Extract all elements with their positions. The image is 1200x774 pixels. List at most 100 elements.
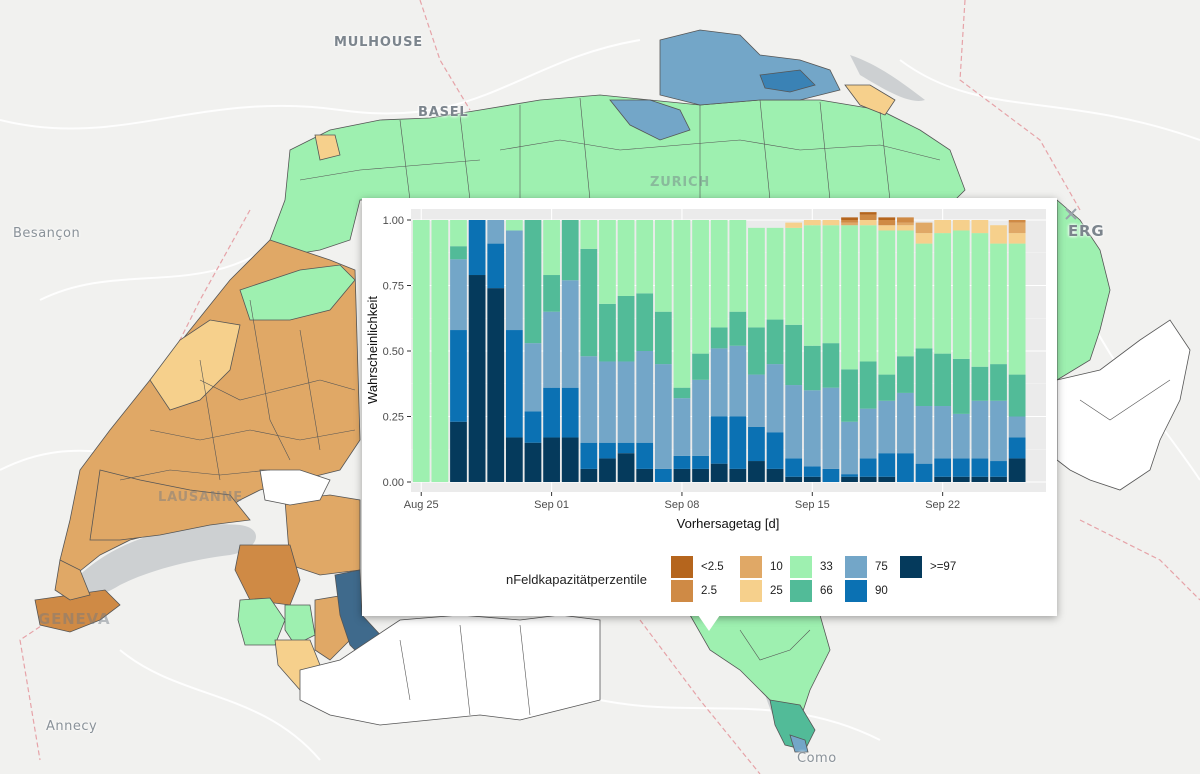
bar-segment <box>952 476 970 482</box>
bar-segment <box>897 217 914 223</box>
region-ticino-blue[interactable] <box>789 734 809 753</box>
bar-segment <box>505 437 523 482</box>
bar-segment <box>878 230 896 375</box>
region-white-south[interactable] <box>259 469 331 506</box>
bar-segment <box>822 343 840 388</box>
bar-segment <box>990 364 1007 401</box>
region-thurgau[interactable] <box>844 84 896 116</box>
bar-segment <box>487 288 505 482</box>
bar-segment <box>803 225 821 346</box>
legend-label: 10 <box>770 561 783 573</box>
bar-segment <box>971 233 989 367</box>
bar-segment <box>450 330 467 422</box>
bar-segment <box>580 220 598 249</box>
bar-segment <box>990 400 1007 462</box>
bar-segment <box>859 225 877 362</box>
bar-segment <box>952 220 970 231</box>
bar-segment <box>952 230 970 359</box>
region-east[interactable] <box>1056 199 1111 381</box>
bar-segment <box>599 220 616 304</box>
bar-segment <box>450 259 467 331</box>
bar-segment <box>710 327 728 349</box>
bar-segment <box>934 353 952 407</box>
bar-segment <box>766 468 784 482</box>
lake-constance <box>850 55 925 101</box>
bar-segment <box>990 243 1007 365</box>
y-axis-title: Wahrscheinlichkeit <box>365 296 380 404</box>
bar-segment <box>450 246 467 260</box>
region-vaud[interactable] <box>89 469 251 541</box>
bar-segment <box>897 222 914 226</box>
bar-segment <box>766 227 784 320</box>
region-east-white[interactable] <box>1056 319 1191 491</box>
bar-segment <box>524 220 542 344</box>
legend-label: 33 <box>820 561 833 573</box>
bar-segment <box>859 408 877 459</box>
bar-segment <box>915 463 933 482</box>
bar-segment <box>654 311 672 365</box>
region-green-sw1[interactable] <box>237 597 286 646</box>
bar-segment <box>766 432 784 469</box>
bar-segment <box>673 455 691 469</box>
bar-segment <box>971 400 989 459</box>
bar-segment <box>673 468 691 482</box>
region-fribourg[interactable] <box>284 494 361 576</box>
region-northeast-dark[interactable] <box>759 69 816 93</box>
city-label-zurich: ZURICH <box>650 175 711 190</box>
legend-swatch <box>790 556 812 578</box>
bar-segment <box>524 442 542 482</box>
y-tick-label: 0.25 <box>383 412 404 424</box>
y-tick-label: 1.00 <box>383 215 404 227</box>
bar-segment <box>543 275 560 312</box>
bar-segment <box>990 461 1007 477</box>
y-tick-label: 0.75 <box>383 281 404 293</box>
bar-segment <box>841 369 858 422</box>
bar-segment <box>729 311 747 346</box>
legend-swatch <box>671 580 693 602</box>
region-valais-white[interactable] <box>299 614 601 726</box>
region-jura-light[interactable] <box>149 319 241 411</box>
region-geneva-strip[interactable] <box>54 559 91 601</box>
legend-swatch <box>740 580 762 602</box>
legend-swatch <box>740 556 762 578</box>
x-tick-label: Sep 08 <box>665 499 700 511</box>
bar-segment <box>692 468 709 482</box>
legend-swatch <box>900 556 922 578</box>
bar-segment <box>692 455 709 469</box>
bar-segment <box>1008 374 1026 417</box>
map-popup[interactable]: 0.00 0.25 0.50 0.75 1.00 Aug 25 Sep 01 Sep 08 S… <box>362 198 1057 616</box>
legend-swatch <box>671 556 693 578</box>
bar-segment <box>543 437 560 482</box>
bar-segment <box>729 468 747 482</box>
bar-segment <box>543 311 560 388</box>
region-basel-orange[interactable] <box>314 134 341 161</box>
bar-segment <box>878 374 896 401</box>
bar-segment <box>673 220 691 388</box>
bar-segment <box>822 387 840 469</box>
bar-segment <box>897 392 914 454</box>
region-jura-green[interactable] <box>239 264 356 321</box>
x-tick-label: Sep 22 <box>925 499 960 511</box>
y-axis: 0.00 0.25 0.50 0.75 1.00 <box>383 215 411 489</box>
bar-segment <box>803 466 821 477</box>
bar-segment <box>878 220 896 226</box>
bar-segment <box>710 220 728 328</box>
bar-segment <box>617 361 635 443</box>
legend-swatch <box>845 580 867 602</box>
bar-segment <box>617 442 635 454</box>
bar-segment <box>859 458 877 477</box>
bar-segment <box>654 364 672 469</box>
bar-segment <box>952 458 970 477</box>
legend-item: <2.5 <box>671 556 724 578</box>
bar-segment <box>505 330 523 438</box>
bar-segment <box>971 220 989 234</box>
bar-segment <box>841 220 858 223</box>
close-marker-icon[interactable] <box>1065 208 1077 220</box>
bar-segment <box>1008 437 1026 459</box>
lake-geneva <box>70 524 257 598</box>
bar-segment <box>710 416 728 464</box>
region-schaffhausen[interactable] <box>609 99 691 141</box>
bar-segment <box>785 476 803 482</box>
region-polygons[interactable] <box>34 29 1191 753</box>
bar-segment <box>915 348 933 407</box>
